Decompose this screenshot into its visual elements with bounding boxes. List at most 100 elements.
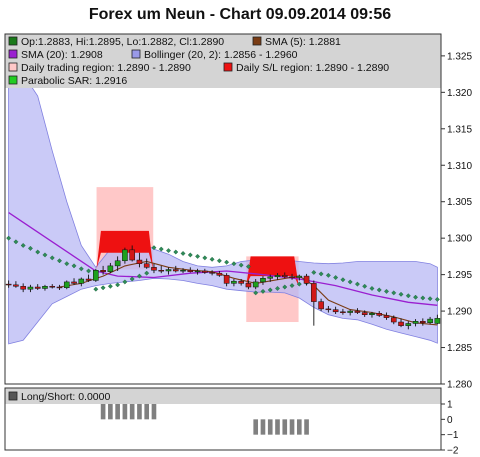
sar-point [224,259,230,265]
price-axis: 1.325 1.320 1.315 1.310 1.305 1.300 1.295 1.290… [441,51,472,391]
legend-background [5,34,441,88]
price-tick-label: 1.290 [447,307,472,318]
candle-body [405,323,412,326]
legend-swatch [131,49,141,59]
candle-body [260,278,266,283]
long-short-bar [289,419,295,435]
sar-point [180,250,186,256]
price-tick-label: 1.295 [447,270,472,281]
legend-swatch [8,36,18,46]
sar-point [49,255,55,261]
indicator-tick-label: −1 [447,430,459,441]
long-short-bar [100,404,106,420]
stop-loss-region [246,256,299,286]
candle-body [398,321,404,326]
sar-point [362,283,368,289]
candle-body [390,317,397,323]
sar-point [209,256,215,262]
candle-body [151,267,157,271]
sar-point [340,277,346,283]
price-tick-label: 1.325 [447,51,472,62]
candle-body [434,318,441,324]
sar-point [122,279,128,285]
sar-point [86,268,92,274]
candle-body [136,259,143,264]
sar-point [384,288,389,294]
candle-body [274,275,281,278]
sar-point [434,296,440,302]
sar-point [318,271,324,277]
candle-body [252,281,259,288]
plot-border [4,33,442,385]
candle-body [209,272,215,274]
candle-body [296,275,303,278]
sar-point [325,272,331,278]
candle-body [13,284,19,287]
sar-point [151,245,157,251]
candle-body [93,270,99,281]
long-short-bar [267,419,273,435]
candle-body [332,309,339,313]
sar-point [78,266,84,272]
sar-point [267,287,273,293]
candle-body [107,265,114,272]
chart-title: Forex um Neun - Chart 09.09.2014 09:56 [89,6,391,23]
legend-entry: Daily S/L region: 1.2890 - 1.2890 [236,62,389,74]
candle-body [158,270,165,272]
legend-swatch [252,36,262,46]
legend: Op:1.2883, Hi:1.2895, Lo:1.2882, Cl:1.28… [5,34,441,88]
sar-point [20,242,26,248]
sar-point [354,281,360,287]
long-short-bar [137,404,142,420]
long-short-bar [151,404,157,420]
sar-point [413,294,419,300]
indicator-legend-swatch [8,391,18,401]
sar-point [35,249,41,255]
candle-body [172,269,179,272]
candle-body [143,263,150,268]
candle-body [223,275,230,284]
long-short-bar [282,419,288,435]
candle-body [187,270,194,272]
candle-body [49,286,56,288]
price-tick-label: 1.285 [447,343,472,354]
candle-body [289,276,295,278]
candle-body [216,272,223,276]
candle-body [165,269,172,272]
candle-body [245,283,252,288]
long-short-bar [260,419,266,435]
candle-body [42,286,48,289]
sar-point [107,283,113,289]
sar-point [136,273,142,279]
sar-point [238,262,244,268]
long-short-bar [122,404,128,420]
candle-body [100,270,106,272]
sar-point [129,276,135,282]
legend-swatch [8,75,18,85]
indicator-panel: Long/Short: 0.0000 1 0 −1 −2 [4,387,459,457]
sma20-line [8,212,438,306]
legend-entry: Op:1.2883, Hi:1.2895, Lo:1.2882, Cl:1.28… [21,36,224,48]
long-short-bar [115,404,120,420]
sar-point [64,261,70,267]
candles [5,245,441,330]
sar-point [282,284,288,290]
candle-body [303,275,310,284]
indicator-tick-label: 0 [447,415,453,426]
price-tick-label: 1.320 [447,88,472,99]
candle-body [78,278,85,284]
sar-point [216,258,222,264]
long-short-bar [304,419,309,435]
sar-point [202,255,208,261]
sar-point [369,285,375,291]
sar-point [57,258,62,264]
long-short-bar [108,404,113,420]
candle-body [5,283,12,286]
candle-body [361,312,368,315]
price-tick-label: 1.300 [447,234,472,245]
long-short-bar [144,404,150,420]
candle-body [194,270,201,273]
legend-entry: Parabolic SAR: 1.2916 [21,75,127,87]
legend-swatch [223,62,233,72]
